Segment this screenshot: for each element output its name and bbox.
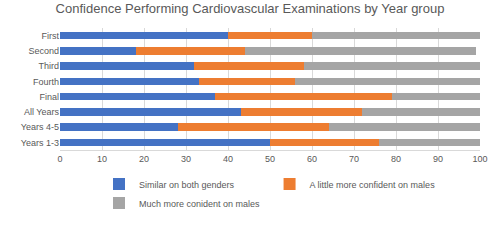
svg-text:All Years: All Years <box>24 107 60 117</box>
svg-text:Years 1-3: Years 1-3 <box>21 138 59 148</box>
svg-text:0: 0 <box>57 154 62 164</box>
svg-text:90: 90 <box>433 154 443 164</box>
svg-text:Confidence Performing Cardiova: Confidence Performing Cardiovascular Exa… <box>56 1 445 16</box>
svg-text:10: 10 <box>97 154 107 164</box>
svg-text:Final: Final <box>39 92 59 102</box>
svg-text:70: 70 <box>349 154 359 164</box>
svg-text:Years 4-5: Years 4-5 <box>21 122 59 132</box>
svg-text:A little more confident on mal: A little more confident on males <box>310 180 436 190</box>
svg-text:50: 50 <box>265 154 275 164</box>
svg-text:Similar on both genders: Similar on both genders <box>139 180 235 190</box>
svg-text:30: 30 <box>181 154 191 164</box>
svg-text:Third: Third <box>38 61 59 71</box>
svg-text:First: First <box>42 31 60 41</box>
svg-text:Second: Second <box>28 46 59 56</box>
svg-text:80: 80 <box>391 154 401 164</box>
svg-text:40: 40 <box>223 154 233 164</box>
svg-text:60: 60 <box>307 154 317 164</box>
svg-text:100: 100 <box>472 154 487 164</box>
svg-text:20: 20 <box>139 154 149 164</box>
svg-text:Fourth: Fourth <box>33 77 59 87</box>
svg-text:Much more conident on males: Much more conident on males <box>139 199 260 209</box>
